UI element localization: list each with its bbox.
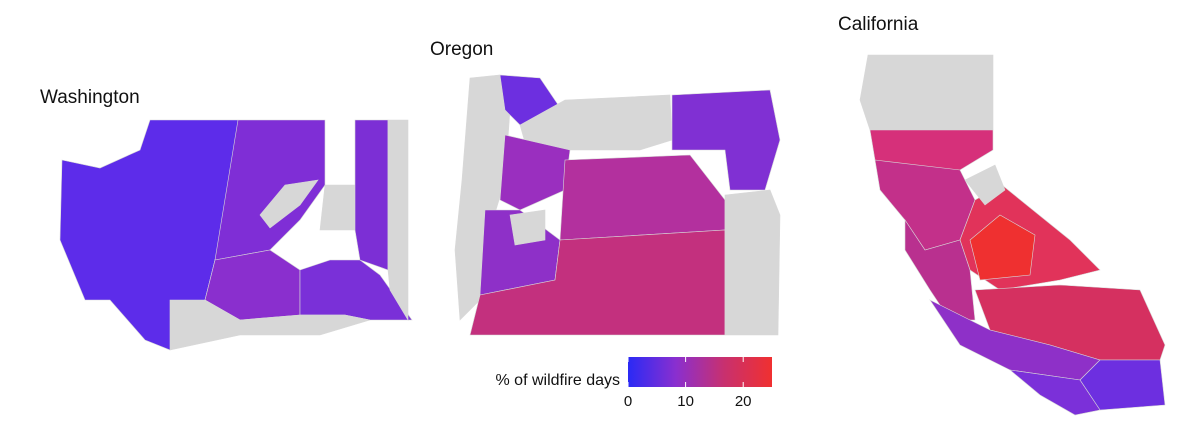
map-title: Oregon [430, 39, 493, 60]
map-title: California [838, 14, 919, 35]
map-title: Washington [40, 87, 140, 108]
legend-title: % of wildfire days [496, 372, 621, 389]
color-bar [628, 357, 772, 387]
california-map [859, 54, 1166, 416]
legend-tick-label: 10 [677, 393, 694, 410]
legend-tick-label: 20 [735, 393, 752, 410]
washington-map [59, 119, 413, 351]
legend: % of wildfire days [496, 357, 772, 389]
oregon-map [454, 74, 781, 336]
legend-tick-label: 0 [624, 393, 632, 410]
